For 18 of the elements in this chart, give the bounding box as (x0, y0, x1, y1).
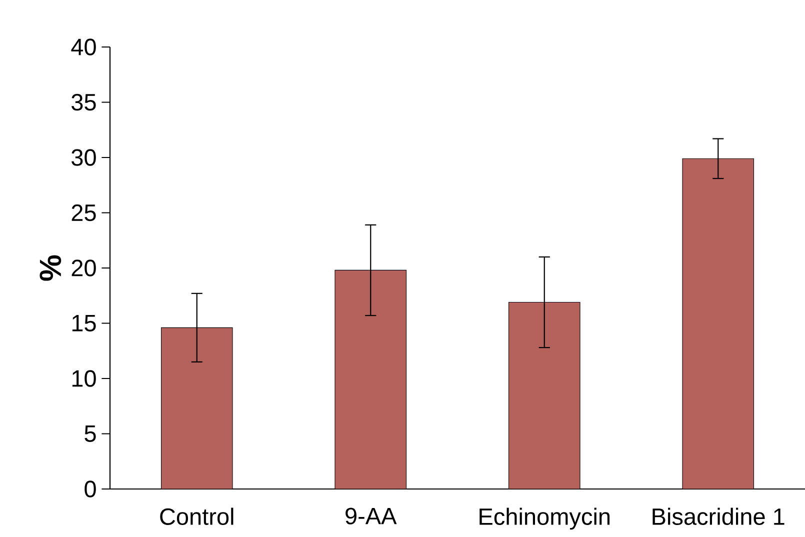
y-tick-label: 40 (71, 38, 96, 56)
x-tick-label: 9-AA (346, 508, 397, 524)
y-tick-label: 20 (72, 260, 96, 276)
y-tick-label: 25 (72, 204, 96, 222)
bar (334, 270, 407, 489)
bar (160, 327, 233, 489)
y-tick-label: 15 (72, 315, 96, 332)
y-tick-label: 0 (84, 480, 96, 498)
y-tick-label: 30 (72, 149, 96, 166)
y-tick-label: 35 (72, 94, 96, 111)
x-tick-label: Bisacridine 1 (652, 508, 784, 526)
bar (508, 302, 580, 489)
x-tick-label: Control (160, 508, 234, 526)
bar (682, 158, 754, 489)
y-tick-label: 10 (72, 370, 96, 387)
y-tick-label: 5 (84, 426, 96, 442)
y-axis-title: % (40, 255, 62, 281)
x-tick-label: Echinomycin (480, 508, 610, 530)
